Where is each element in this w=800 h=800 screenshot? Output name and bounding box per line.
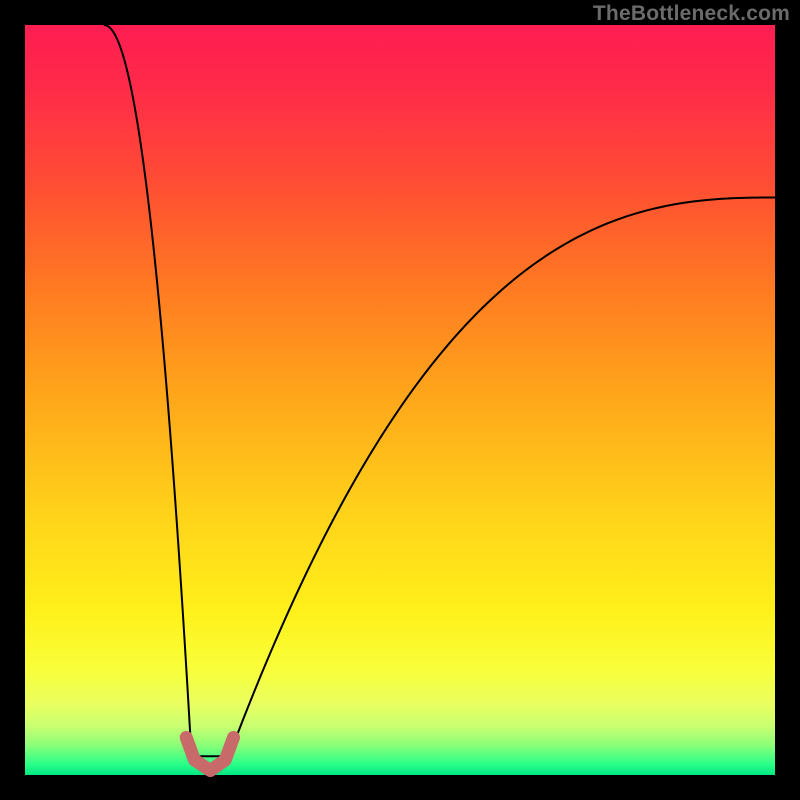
plot-background xyxy=(25,25,775,775)
bottleneck-chart xyxy=(0,0,800,800)
watermark-text: TheBottleneck.com xyxy=(593,2,790,26)
